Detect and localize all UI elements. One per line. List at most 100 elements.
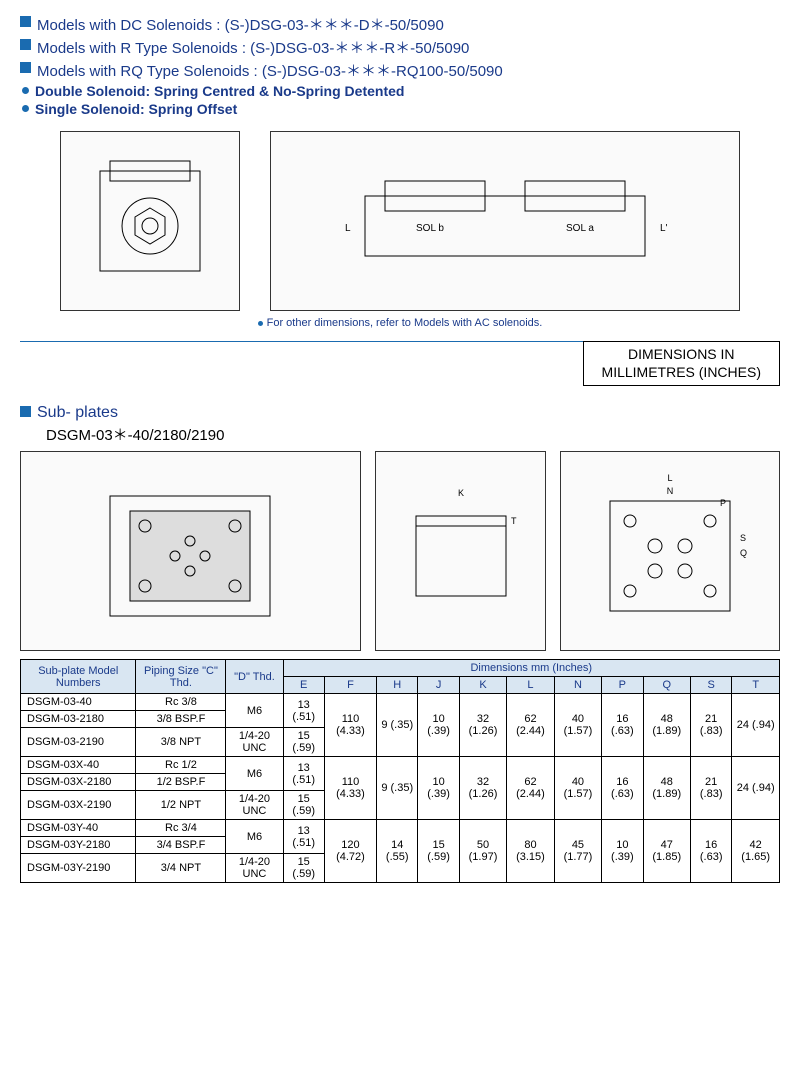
subplate-side-view: K T: [375, 451, 546, 651]
cell-l: 80 (3.15): [507, 820, 554, 883]
cell-d-thd: 1/4-20 UNC: [226, 728, 283, 757]
svg-text:Q: Q: [740, 548, 747, 558]
model-dc-line: Models with DC Solenoids : (S-)DSG-03-＊＊…: [20, 14, 780, 35]
cell-k: 32 (1.26): [459, 757, 506, 820]
table-header: Sub-plate Model Numbers Piping Size "C" …: [21, 660, 780, 694]
table-row: DSGM-03-40Rc 3/8M613 (.51)110 (4.33)9 (.…: [21, 694, 780, 711]
square-bullet-icon: [20, 62, 31, 73]
cell-piping: 3/8 NPT: [136, 728, 226, 757]
cell-e: 15 (.59): [283, 728, 324, 757]
cell-t: 42 (1.65): [732, 820, 780, 883]
cell-q: 47 (1.85): [643, 820, 690, 883]
cell-n: 40 (1.57): [554, 757, 601, 820]
cell-k: 50 (1.97): [459, 820, 506, 883]
end-view-diagram: [60, 131, 240, 311]
model-dc-text: Models with DC Solenoids : (S-)DSG-03-＊＊…: [37, 14, 444, 35]
cell-l: 62 (2.44): [507, 757, 554, 820]
cell-e: 15 (.59): [283, 791, 324, 820]
svg-text:SOL b: SOL b: [416, 223, 444, 234]
subplate-top-svg: [60, 456, 320, 646]
svg-text:K: K: [457, 488, 463, 498]
model-r-line: Models with R Type Solenoids : (S-)DSG-0…: [20, 37, 780, 58]
svg-text:L: L: [345, 223, 351, 234]
cell-e: 15 (.59): [283, 854, 324, 883]
svg-text:L: L: [668, 473, 673, 483]
cell-piping: Rc 3/8: [136, 694, 226, 711]
cell-d-thd: M6: [226, 757, 283, 791]
cell-model: DSGM-03X-40: [21, 757, 136, 774]
subplate-model-number: DSGM-03＊-40/2180/2190: [46, 424, 780, 445]
cell-p: 16 (.63): [602, 694, 643, 757]
cell-k: 32 (1.26): [459, 694, 506, 757]
table-row: DSGM-03X-40Rc 1/2M613 (.51)110 (4.33)9 (…: [21, 757, 780, 774]
cell-t: 24 (.94): [732, 757, 780, 820]
model-rq-line: Models with RQ Type Solenoids : (S-)DSG-…: [20, 60, 780, 81]
cell-f: 110 (4.33): [324, 694, 376, 757]
square-bullet-icon: [20, 406, 31, 417]
cell-h: 14 (.55): [377, 820, 418, 883]
subplate-side-svg: K T: [396, 456, 526, 646]
square-bullet-icon: [20, 16, 31, 27]
col-model: Sub-plate Model Numbers: [21, 660, 136, 694]
diagram-footnote: For other dimensions, refer to Models wi…: [20, 317, 780, 329]
cell-s: 16 (.63): [691, 820, 732, 883]
cell-p: 16 (.63): [602, 757, 643, 820]
table-body: DSGM-03-40Rc 3/8M613 (.51)110 (4.33)9 (.…: [21, 694, 780, 883]
svg-text:T: T: [511, 516, 517, 526]
dot-bullet-icon: [22, 87, 29, 94]
end-view-svg: [70, 141, 230, 301]
cell-piping: Rc 1/2: [136, 757, 226, 774]
cell-model: DSGM-03Y-2180: [21, 837, 136, 854]
svg-text:SOL a: SOL a: [566, 223, 594, 234]
cell-model: DSGM-03-2190: [21, 728, 136, 757]
cell-j: 15 (.59): [418, 820, 459, 883]
side-view-diagram: SOL b SOL a L L': [270, 131, 740, 311]
cell-f: 110 (4.33): [324, 757, 376, 820]
dimensions-unit-box: DIMENSIONS IN MILLIMETRES (INCHES): [583, 341, 780, 386]
svg-text:N: N: [667, 486, 674, 496]
dot-bullet-icon: [22, 105, 29, 112]
cell-t: 24 (.94): [732, 694, 780, 757]
dimensions-table: Sub-plate Model Numbers Piping Size "C" …: [20, 659, 780, 883]
col-piping: Piping Size "C" Thd.: [136, 660, 226, 694]
cell-model: DSGM-03X-2190: [21, 791, 136, 820]
double-solenoid-text: Double Solenoid: Spring Centred & No-Spr…: [35, 83, 404, 99]
dot-icon: [258, 321, 263, 326]
cell-l: 62 (2.44): [507, 694, 554, 757]
double-solenoid-line: Double Solenoid: Spring Centred & No-Spr…: [20, 83, 780, 99]
cell-model: DSGM-03X-2180: [21, 774, 136, 791]
cell-d-thd: M6: [226, 820, 283, 854]
cell-model: DSGM-03Y-2190: [21, 854, 136, 883]
cell-piping: Rc 3/4: [136, 820, 226, 837]
svg-text:L': L': [660, 223, 668, 234]
cell-n: 45 (1.77): [554, 820, 601, 883]
subplate-bottom-svg: L N P Q S: [585, 456, 755, 646]
model-rq-text: Models with RQ Type Solenoids : (S-)DSG-…: [37, 60, 503, 81]
side-view-svg: SOL b SOL a L L': [325, 141, 685, 301]
top-diagram-area: SOL b SOL a L L': [60, 131, 740, 311]
subplate-top-view: [20, 451, 361, 651]
cell-j: 10 (.39): [418, 757, 459, 820]
cell-piping: 3/4 NPT: [136, 854, 226, 883]
square-bullet-icon: [20, 39, 31, 50]
col-d-thd: "D" Thd.: [226, 660, 283, 694]
cell-piping: 1/2 NPT: [136, 791, 226, 820]
cell-p: 10 (.39): [602, 820, 643, 883]
cell-q: 48 (1.89): [643, 694, 690, 757]
cell-model: DSGM-03-2180: [21, 711, 136, 728]
svg-text:S: S: [740, 533, 746, 543]
cell-d-thd: 1/4-20 UNC: [226, 791, 283, 820]
cell-piping: 3/8 BSP.F: [136, 711, 226, 728]
cell-piping: 1/2 BSP.F: [136, 774, 226, 791]
cell-s: 21 (.83): [691, 694, 732, 757]
cell-model: DSGM-03Y-40: [21, 820, 136, 837]
cell-q: 48 (1.89): [643, 757, 690, 820]
cell-e: 13 (.51): [283, 820, 324, 854]
cell-h: 9 (.35): [377, 694, 418, 757]
single-solenoid-line: Single Solenoid: Spring Offset: [20, 101, 780, 117]
model-r-text: Models with R Type Solenoids : (S-)DSG-0…: [37, 37, 469, 58]
svg-text:P: P: [720, 498, 726, 508]
subplate-diagrams: K T L N P Q S: [20, 451, 780, 651]
col-dims-group: Dimensions mm (Inches): [283, 660, 779, 677]
cell-piping: 3/4 BSP.F: [136, 837, 226, 854]
